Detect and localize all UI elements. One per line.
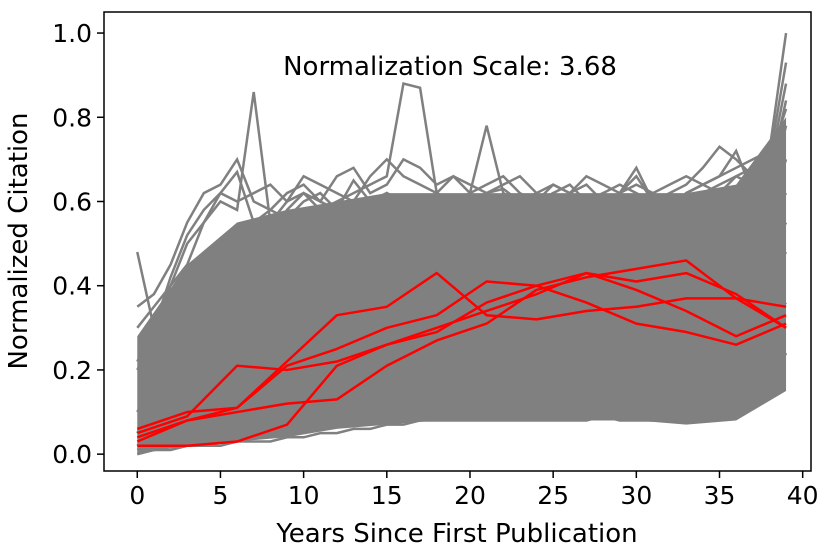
x-tick-label: 0 — [129, 481, 145, 510]
y-tick-label: 1.0 — [52, 19, 92, 48]
background-series-line-6 — [136, 192, 788, 447]
background-series-line-3 — [136, 100, 788, 371]
x-tick-label: 35 — [704, 481, 736, 510]
highlight-series-line-4 — [136, 280, 787, 431]
background-series-line-2 — [136, 83, 788, 308]
background-series-line-9 — [136, 301, 787, 456]
x-tick-label: 25 — [537, 481, 569, 510]
background-series-line-10 — [136, 352, 788, 456]
background-series-line-8 — [136, 251, 788, 452]
background-series-line-11 — [136, 108, 788, 363]
highlight-series-layer — [136, 259, 787, 447]
x-tick-label: 5 — [212, 481, 228, 510]
annotation-normalization-scale: Normalization Scale: 3.68 — [283, 52, 617, 82]
highlight-series-line-3 — [136, 271, 787, 435]
highlight-series-line-0 — [137, 271, 787, 447]
background-series-line-5 — [136, 158, 788, 434]
y-axis-label: Normalized Citation — [4, 112, 34, 369]
y-tick-label: 0.2 — [52, 356, 92, 385]
highlight-series-line-1 — [136, 259, 787, 443]
y-axis-ticks: 0.0 0.2 0.4 0.6 0.8 1.0 — [52, 19, 104, 469]
x-tick-label: 30 — [620, 481, 652, 510]
y-tick-label: 0.8 — [52, 103, 92, 132]
y-tick-label: 0.0 — [52, 440, 92, 469]
background-series-line-7 — [136, 221, 788, 452]
background-band-layer — [137, 117, 787, 455]
y-tick-label: 0.6 — [52, 187, 92, 216]
y-tick-label: 0.4 — [52, 272, 92, 301]
background-series-layer — [136, 32, 788, 456]
x-tick-label: 15 — [371, 481, 403, 510]
x-axis-ticks: 0 5 10 15 20 25 30 35 40 — [129, 471, 819, 510]
x-tick-label: 10 — [288, 481, 320, 510]
x-tick-label: 40 — [787, 481, 819, 510]
background-series-line-1 — [136, 62, 788, 329]
x-axis-label: Years Since First Publication — [275, 519, 637, 549]
background-series-band — [137, 117, 787, 455]
background-series-line-4 — [136, 125, 788, 413]
plot-frame — [103, 11, 812, 472]
x-tick-label: 20 — [454, 481, 486, 510]
